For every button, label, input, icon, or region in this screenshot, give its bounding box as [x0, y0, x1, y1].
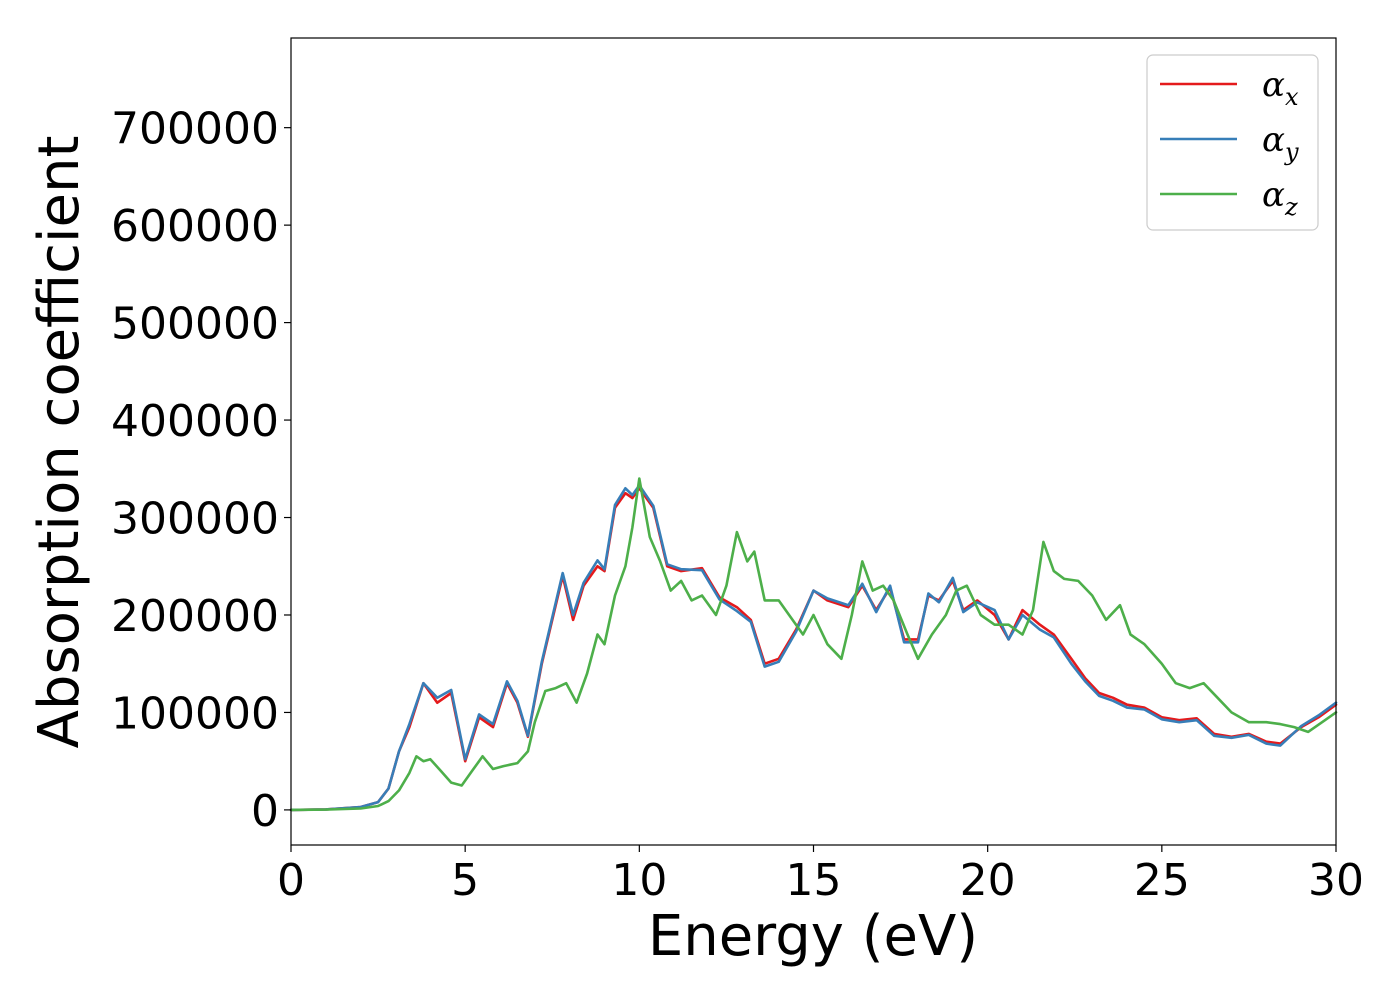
x-tick-label: 30: [1308, 855, 1364, 906]
x-tick-label: 25: [1134, 855, 1190, 906]
series-line-y: [289, 484, 1338, 812]
x-tick-label: 10: [611, 855, 667, 906]
y-tick-label: 500000: [111, 299, 279, 350]
y-tick-label: 600000: [111, 201, 279, 252]
y-tick-label: 400000: [111, 396, 279, 447]
y-tick-label: 300000: [111, 494, 279, 545]
legend-box: [1146, 54, 1319, 231]
y-tick-label: 100000: [111, 688, 279, 739]
series-layer: [289, 477, 1338, 812]
y-axis-title: Absorption coefficient: [27, 136, 92, 749]
x-tick-label: 15: [786, 855, 842, 906]
y-tick-label: 200000: [111, 591, 279, 642]
x-axis-title: Energy (eV): [648, 904, 978, 969]
x-tick-label: 0: [277, 855, 305, 906]
y-tick-label: 700000: [111, 104, 279, 155]
series-line-z: [289, 477, 1338, 812]
legend-label-y: αy: [1262, 120, 1299, 166]
x-axis-ticks: 0 5 10 15 20 25 30: [277, 845, 1364, 906]
y-axis-ticks: 0 100000 200000 300000 400000 500000 600000 700…: [111, 104, 291, 837]
x-tick-label: 20: [960, 855, 1016, 906]
legend: αx αy αz: [1146, 54, 1319, 231]
y-tick-label: 0: [251, 786, 279, 837]
x-tick-label: 5: [451, 855, 479, 906]
legend-label-x: αx: [1262, 65, 1299, 111]
legend-label-z: αz: [1262, 175, 1298, 221]
